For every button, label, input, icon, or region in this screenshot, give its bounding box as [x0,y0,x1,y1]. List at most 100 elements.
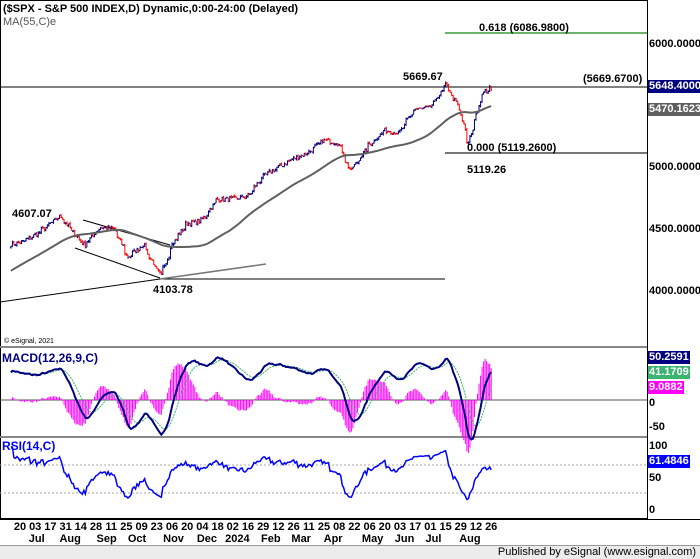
price-bar [291,158,294,161]
price-bar [357,160,360,165]
price-bar [274,168,277,172]
date-tick-label: 11 [303,521,315,533]
month-label: Apr [324,533,344,545]
price-bar [324,138,327,141]
price-bar [64,221,67,225]
price-bar [85,241,88,248]
rsi-tick: 0 [649,504,656,516]
support-trendline-extension[interactable] [159,263,267,280]
price-bar [55,217,58,221]
price-bar [461,114,464,122]
price-bar [412,109,415,115]
price-bar [148,253,151,260]
price-bar [312,146,315,154]
annotation-high-5669: 5669.67 [403,71,443,83]
date-tick-label: 15 [439,521,451,533]
price-bar [262,172,265,180]
price-bar [392,131,395,135]
price-bar [446,82,449,87]
price-bar [46,224,49,229]
price-bar [175,238,178,241]
price-bar [458,103,461,111]
price-bar [239,194,242,200]
price-bar [120,238,123,246]
date-tick-label: 12 [470,521,482,533]
price-bar [14,243,17,246]
price-bar [297,154,300,161]
price-bar [67,223,70,228]
price-bar [149,257,152,260]
price-bar [40,226,43,234]
price-bar [371,143,374,147]
price-bar [113,227,116,229]
price-bar [481,93,484,103]
date-tick-label: 08 [333,521,345,533]
price-bar [43,227,46,232]
price-bar [354,161,357,165]
price-bar [37,231,40,238]
price-bar [91,233,94,238]
date-tick-label: 31 [59,521,71,533]
date-tick-label: 18 [211,521,223,533]
price-bar [479,100,482,108]
date-tick-label: 25 [318,521,330,533]
price-bar [215,198,218,204]
support-trendline[interactable] [0,278,161,303]
price-bar [397,130,400,135]
annotation-low-4103: 4103.78 [153,284,193,296]
price-bar [359,157,362,162]
price-bar [90,234,93,239]
price-bar [69,221,72,229]
price-bar [271,169,274,174]
price-bar [402,127,405,130]
price-bar [468,134,471,144]
price-bar [475,113,477,121]
price-bar [218,198,221,203]
price-bar [449,89,452,93]
price-bar [417,107,420,110]
price-bar [420,107,423,109]
price-bar [70,227,73,232]
price-bar [126,254,129,259]
price-bar [225,196,228,199]
price-bar [470,133,473,138]
ma-label: MA(55,C)e [3,16,56,28]
last-price-tag: 5648.4000 [648,80,700,93]
price-bar [189,222,192,227]
month-label: Jun [395,533,415,545]
date-tick-label: 29 [257,521,269,533]
price-bar [52,219,55,224]
price-bar [482,91,485,95]
price-bar [361,155,363,159]
price-bar [348,166,351,170]
price-bar [29,235,32,240]
channel-lower-line[interactable] [74,247,161,279]
price-bar [265,173,268,175]
price-bar [11,240,14,248]
price-bar [174,239,177,245]
price-bar [315,142,318,146]
high-level-label: (5669.6700) [583,73,643,85]
month-label: Mar [291,533,311,545]
price-bar [157,268,160,272]
price-tick: 4000.0000 [649,285,700,297]
date-tick-label: 25 [120,521,132,533]
date-tick-label: 17 [44,521,56,533]
date-tick-label: 03 [394,521,406,533]
ma-55-line [10,105,492,272]
price-bar [133,248,135,252]
price-bar [41,225,44,229]
macd-value-tag: 50.2591 [648,351,690,364]
price-bar [298,155,301,160]
price-bar [251,190,254,195]
date-tick-label: 22 [348,521,360,533]
price-bar [81,240,84,245]
price-bar [152,259,155,266]
price-bar [294,157,297,160]
price-bar [272,169,275,173]
date-tick-label: 20 [379,521,391,533]
price-bar [389,130,392,135]
price-bar [385,126,388,135]
date-tick-label: 17 [409,521,421,533]
